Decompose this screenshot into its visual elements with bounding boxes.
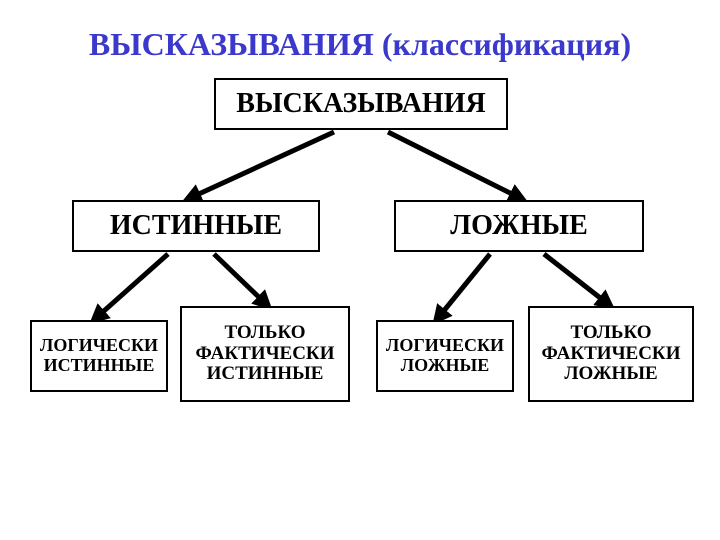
node-logically-true: ЛОГИЧЕСКИ ИСТИННЫЕ [30, 320, 168, 392]
node-factually-true: ТОЛЬКО ФАКТИЧЕСКИ ИСТИННЫЕ [180, 306, 350, 402]
edge-true-ft [214, 254, 266, 304]
edge-true-lt [96, 254, 168, 318]
edge-false-ff [544, 254, 608, 304]
node-true: ИСТИННЫЕ [72, 200, 320, 252]
node-false: ЛОЖНЫЕ [394, 200, 644, 252]
edge-root-true [190, 132, 334, 198]
diagram-title: ВЫСКАЗЫВАНИЯ (классификация) [0, 26, 720, 63]
node-factually-false: ТОЛЬКО ФАКТИЧЕСКИ ЛОЖНЫЕ [528, 306, 694, 402]
edge-false-lf [438, 254, 490, 318]
node-root: ВЫСКАЗЫВАНИЯ [214, 78, 508, 130]
node-logically-false: ЛОГИЧЕСКИ ЛОЖНЫЕ [376, 320, 514, 392]
edge-root-false [388, 132, 520, 198]
